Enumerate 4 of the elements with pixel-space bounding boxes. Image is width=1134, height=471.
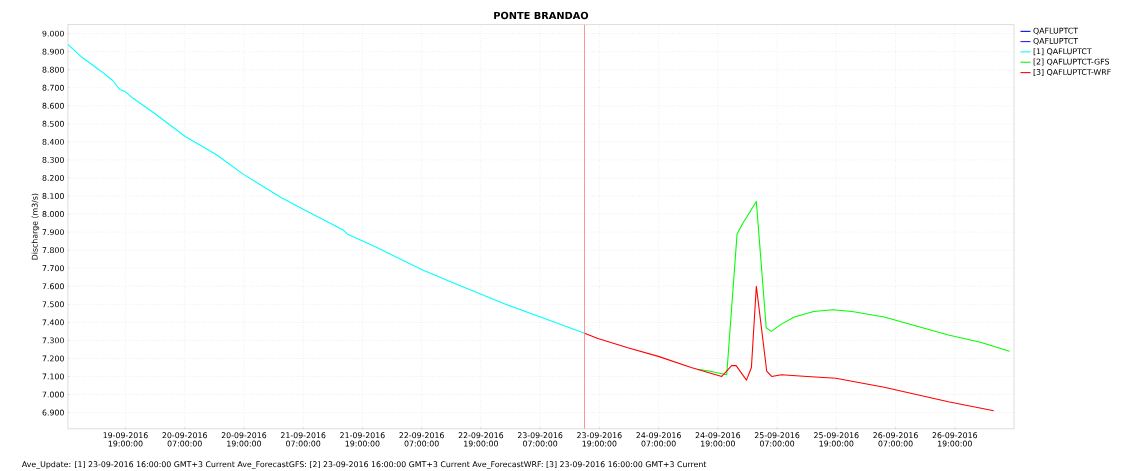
line-series — [67, 43, 586, 334]
line-series — [697, 200, 1011, 376]
chart-title: PONTE BRANDAO — [494, 11, 589, 20]
line-series — [584, 285, 995, 412]
